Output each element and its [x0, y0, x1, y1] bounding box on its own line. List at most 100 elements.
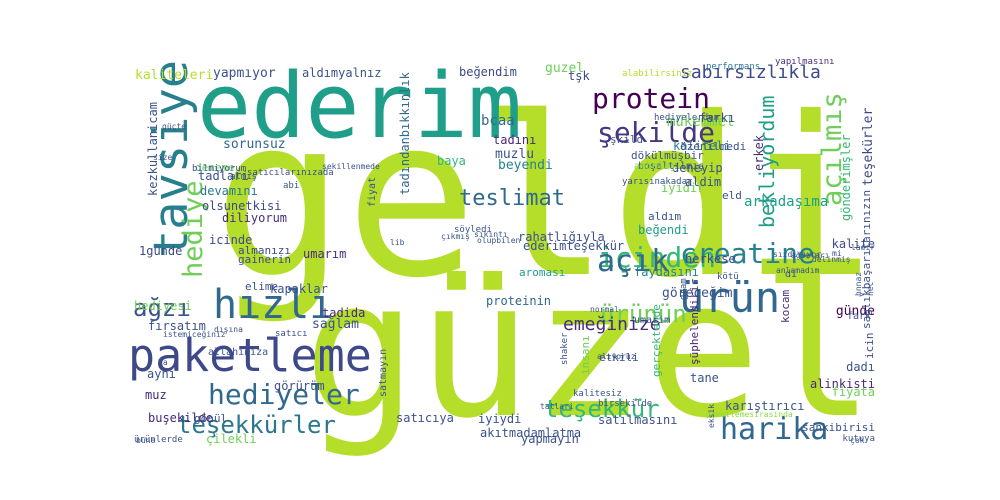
cloud-word: fiyata — [831, 385, 875, 399]
cloud-word: günde — [835, 304, 875, 319]
cloud-word: iyidir — [661, 181, 705, 195]
cloud-word: birsekilde — [598, 399, 653, 409]
cloud-word: deneyip — [672, 161, 723, 175]
cloud-word: icin — [863, 332, 876, 360]
cloud-word: kalite — [831, 237, 875, 251]
cloud-word: ürünlerde — [134, 435, 183, 445]
cloud-word: hediyesi — [134, 299, 192, 313]
cloud-word: faydasını — [634, 265, 700, 279]
cloud-word: bilmiyorum — [192, 164, 247, 174]
cloud-word: tadida — [322, 306, 366, 320]
cloud-word: yapmıyor — [213, 66, 276, 81]
cloud-word: fark — [847, 311, 872, 322]
cloud-word: gram — [679, 278, 689, 300]
cloud-word: olupbilen — [477, 236, 521, 245]
cloud-word: güzel — [303, 239, 875, 460]
cloud-word: karıştırıcı — [725, 399, 805, 413]
cloud-word: alinkisti — [809, 377, 875, 391]
cloud-word: creatine — [680, 237, 815, 270]
cloud-word: eksik — [707, 403, 716, 428]
cloud-word: la — [158, 358, 168, 367]
cloud-word: alıyoruz — [597, 352, 636, 361]
cloud-word: ağızları — [791, 251, 830, 260]
cloud-word: alabilirsiniz — [622, 69, 693, 79]
cloud-word: satıcıya — [396, 411, 454, 425]
cloud-word: tane — [690, 371, 719, 385]
cloud-word: kaliteleri — [135, 68, 214, 83]
cloud-word: elime — [245, 280, 279, 293]
cloud-word: ağzı — [133, 294, 191, 322]
cloud-word: tadını — [493, 133, 537, 147]
cloud-word: aldımyalnız — [302, 66, 382, 80]
cloud-word: iyiydi — [478, 412, 522, 426]
cloud-word: eld — [722, 189, 742, 202]
cloud-word: kötü — [717, 272, 739, 282]
cloud-word: v — [857, 292, 866, 297]
cloud-word: ambalaj — [634, 161, 677, 172]
cloud-word: ederim — [197, 54, 523, 159]
cloud-word: umarım — [303, 247, 347, 261]
cloud-word: diliyorum — [222, 211, 288, 225]
cloud-word: delinmiş — [812, 255, 851, 264]
cloud-word: satılmasını — [598, 413, 678, 427]
cloud-word: tadlari — [198, 169, 249, 183]
cloud-word: kutuya — [842, 434, 875, 444]
cloud-word: allahınıza — [208, 347, 269, 358]
cloud-word: akıtmadamlatma — [480, 426, 582, 440]
cloud-word: guzel — [545, 61, 585, 76]
cloud-word: kaliteli — [673, 139, 731, 153]
cloud-word: normal — [590, 305, 619, 314]
cloud-word: bune — [136, 436, 156, 445]
cloud-word: aldim — [685, 175, 722, 189]
cloud-word: herkese — [685, 252, 736, 266]
cloud-word: gainerin — [238, 253, 291, 266]
cloud-word: gönül — [194, 412, 228, 425]
cloud-word: farkı — [699, 111, 736, 125]
cloud-word: insanı — [579, 335, 592, 375]
cloud-word: şkild — [610, 133, 644, 146]
cloud-word: tşk — [568, 69, 590, 83]
cloud-word: olsunetkisi — [202, 199, 282, 213]
cloud-word: mükemmel — [667, 114, 735, 130]
cloud-word: ladır — [850, 243, 875, 252]
cloud-word: teşekürler — [861, 107, 876, 186]
cloud-word: hediyeler — [208, 378, 360, 411]
cloud-word: mi — [832, 249, 842, 258]
cloud-word: beyendi — [498, 158, 553, 173]
cloud-word: almanızı — [238, 244, 291, 257]
cloud-word: paketlemesirasinda — [706, 410, 793, 419]
cloud-word: sankibirisi — [802, 421, 875, 434]
cloud-word: bcaa — [481, 113, 515, 129]
cloud-word: yapılmasını — [775, 57, 835, 67]
cloud-word: sızdırıyor — [773, 250, 822, 259]
cloud-word: geldi — [212, 70, 875, 326]
cloud-word: lib — [390, 238, 405, 247]
cloud-word: satıcılarınızada — [247, 168, 334, 178]
cloud-word: tadındanbıkkınlık — [398, 72, 412, 195]
cloud-word: erkek — [752, 134, 766, 171]
cloud-word: sıkıntı — [474, 230, 508, 239]
cloud-word: hızlı — [213, 282, 334, 328]
cloud-word: ürün — [679, 273, 781, 322]
cloud-word: dışına — [214, 325, 243, 334]
cloud-word: sabırsızlıkla — [680, 62, 821, 83]
cloud-word: sağlam — [312, 317, 359, 332]
cloud-word: etkili — [599, 351, 639, 364]
cloud-word: boşaltılmış — [638, 161, 705, 172]
cloud-word: ürünün — [600, 300, 687, 328]
cloud-word: aldım — [648, 210, 682, 223]
cloud-word: satmayın — [378, 348, 389, 397]
cloud-word: teşekkür — [544, 395, 660, 423]
cloud-word: hediyelerden — [654, 113, 720, 123]
cloud-word: performans — [706, 62, 761, 72]
cloud-word: nec — [866, 281, 875, 296]
cloud-word: göreceğim — [662, 286, 733, 301]
cloud-word: güçte — [162, 122, 187, 131]
cloud-word: sorunsuz — [223, 137, 286, 152]
cloud-word: paketleme — [128, 329, 372, 382]
cloud-word: abi — [283, 181, 300, 191]
cloud-word: yapmayın — [521, 432, 579, 446]
cloud-word: kalitesiz — [573, 389, 622, 399]
cloud-word: baya — [437, 154, 466, 168]
cloud-word: açık — [597, 244, 670, 279]
